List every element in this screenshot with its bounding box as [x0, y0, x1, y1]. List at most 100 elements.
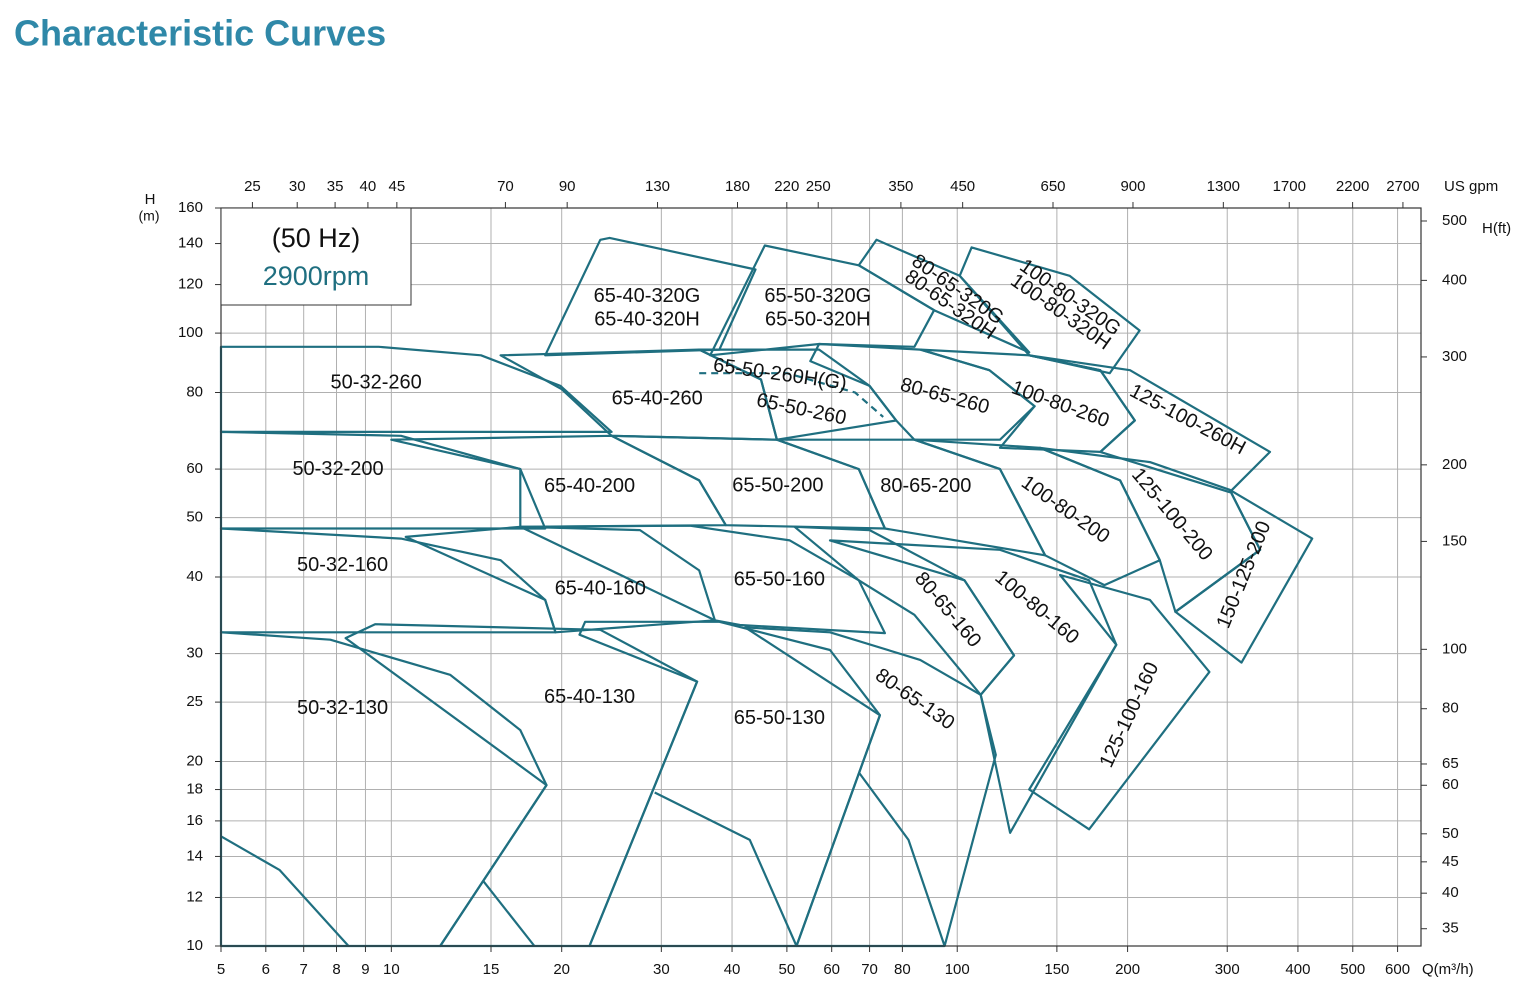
x-tick-label: 40: [724, 961, 741, 978]
x2-tick-label: 2700: [1386, 178, 1419, 195]
y-tick-label: 100: [178, 324, 203, 341]
region-outline: [1028, 354, 1272, 494]
x2-tick-label: 25: [244, 178, 261, 195]
x2-tick-label: 650: [1040, 178, 1065, 195]
region-label: 100-80-200: [1017, 471, 1113, 548]
region-label: 80-65-260: [898, 374, 992, 419]
x-axis-label: Q(m³/h): [1422, 961, 1474, 978]
y2-tick-label: 150: [1442, 532, 1467, 549]
x-tick-label: 7: [300, 961, 308, 978]
axes: 5 6 7 8 9 10 15 20 30 40 50 60 70 80 100 150 200 300 400 50…: [178, 178, 1467, 978]
region-label: 65-50-260: [754, 389, 848, 429]
region-label: 100-80-260: [1009, 377, 1113, 433]
x2-tick-label: 450: [950, 178, 975, 195]
y-axis-label: H: [145, 191, 156, 208]
y-tick-label: 10: [186, 937, 203, 954]
x-tick-label: 500: [1340, 961, 1365, 978]
y-tick-label: 160: [178, 199, 203, 216]
region-outline: [828, 539, 1118, 834]
x-tick-label: 10: [383, 961, 400, 978]
x-tick-label: 200: [1115, 961, 1140, 978]
x-tick-label: 5: [217, 961, 225, 978]
y-tick-label: 50: [186, 509, 203, 526]
region-label: 65-40-320H: [594, 308, 700, 330]
x-tick-label: 100: [945, 961, 970, 978]
region-label: 150-125-200: [1213, 518, 1276, 631]
region-label: 125-100-160: [1095, 659, 1163, 771]
y-tick-label: 12: [186, 888, 203, 905]
region-outline: [219, 527, 557, 634]
x-tick-label: 9: [361, 961, 369, 978]
region-outline: [775, 438, 1047, 557]
region-label: 65-40-320G: [594, 285, 701, 307]
x2-tick-label: 70: [497, 178, 514, 195]
x-tick-label: 400: [1285, 961, 1310, 978]
x2-tick-label: 130: [645, 178, 670, 195]
region-label: 125-100-200: [1127, 464, 1217, 565]
y-tick-label: 20: [186, 752, 203, 769]
y-tick-label: 120: [178, 276, 203, 293]
region-outline: [958, 246, 1141, 375]
y-axis-unit: (m): [139, 208, 160, 224]
legend-box: [220, 207, 412, 306]
y2-tick-label: 200: [1442, 456, 1467, 473]
region-label: 65-40-130: [544, 686, 635, 708]
x2-tick-label: 45: [389, 178, 406, 195]
region-outline: [220, 835, 350, 947]
x2-tick-label: 180: [725, 178, 750, 195]
x-tick-label: 50: [779, 961, 796, 978]
x2-tick-label: 220: [774, 178, 799, 195]
region-label: 65-40-260: [612, 388, 703, 410]
x2-tick-label: 1700: [1273, 178, 1306, 195]
x-tick-label: 20: [553, 961, 570, 978]
y-tick-label: 16: [186, 812, 203, 829]
y-tick-label: 140: [178, 235, 203, 252]
speed: 2900rpm: [263, 261, 370, 291]
x-tick-label: 80: [894, 961, 911, 978]
x-tick-label: 600: [1385, 961, 1410, 978]
y-tick-label: 25: [186, 693, 203, 710]
y2-tick-label: 35: [1442, 920, 1459, 937]
region-label: 50-32-200: [292, 458, 383, 480]
y2-tick-label: 300: [1442, 348, 1467, 365]
region-label: 80-65-160: [910, 568, 985, 652]
y-tick-label: 30: [186, 645, 203, 662]
y-tick-label: 80: [186, 383, 203, 400]
y-tick-label: 40: [186, 568, 203, 585]
region-outline: [699, 372, 884, 418]
chart-title: Characteristic Curves: [14, 13, 386, 54]
y2-tick-label: 50: [1442, 825, 1459, 842]
region-outline: [744, 626, 997, 948]
y2-tick-label: 80: [1442, 700, 1459, 717]
y2-tick-label: 100: [1442, 640, 1467, 657]
region-outline: [1174, 488, 1314, 664]
region-outline: [793, 525, 1016, 696]
y2-tick-label: 40: [1442, 884, 1459, 901]
x2-axis-label: US gpm: [1444, 178, 1498, 195]
region-label: 65-40-200: [544, 475, 635, 497]
x-tick-label: 8: [332, 961, 340, 978]
y-tick-label: 18: [186, 781, 203, 798]
region-label: 65-50-160: [734, 569, 825, 591]
y2-axis-label: H(ft): [1482, 220, 1511, 237]
x2-tick-label: 30: [289, 178, 306, 195]
region-outline: [1028, 573, 1211, 831]
y2-tick-label: 45: [1442, 853, 1459, 870]
x2-tick-label: 35: [327, 178, 344, 195]
y-tick-label: 14: [186, 847, 203, 864]
region-label: 65-50-320G: [764, 285, 871, 307]
x-tick-label: 150: [1044, 961, 1069, 978]
x-tick-label: 70: [861, 961, 878, 978]
region-label: 65-50-200: [732, 474, 823, 496]
region-label: 50-32-160: [297, 554, 388, 576]
y2-tick-label: 500: [1442, 212, 1467, 229]
x2-tick-label: 90: [559, 178, 576, 195]
region-label: 50-32-130: [297, 697, 388, 719]
y-tick-label: 60: [186, 460, 203, 477]
region-label: 65-50-130: [734, 707, 825, 729]
x2-tick-label: 40: [360, 178, 377, 195]
x-tick-label: 300: [1215, 961, 1240, 978]
x2-tick-label: 250: [806, 178, 831, 195]
region-outline: [481, 879, 536, 947]
